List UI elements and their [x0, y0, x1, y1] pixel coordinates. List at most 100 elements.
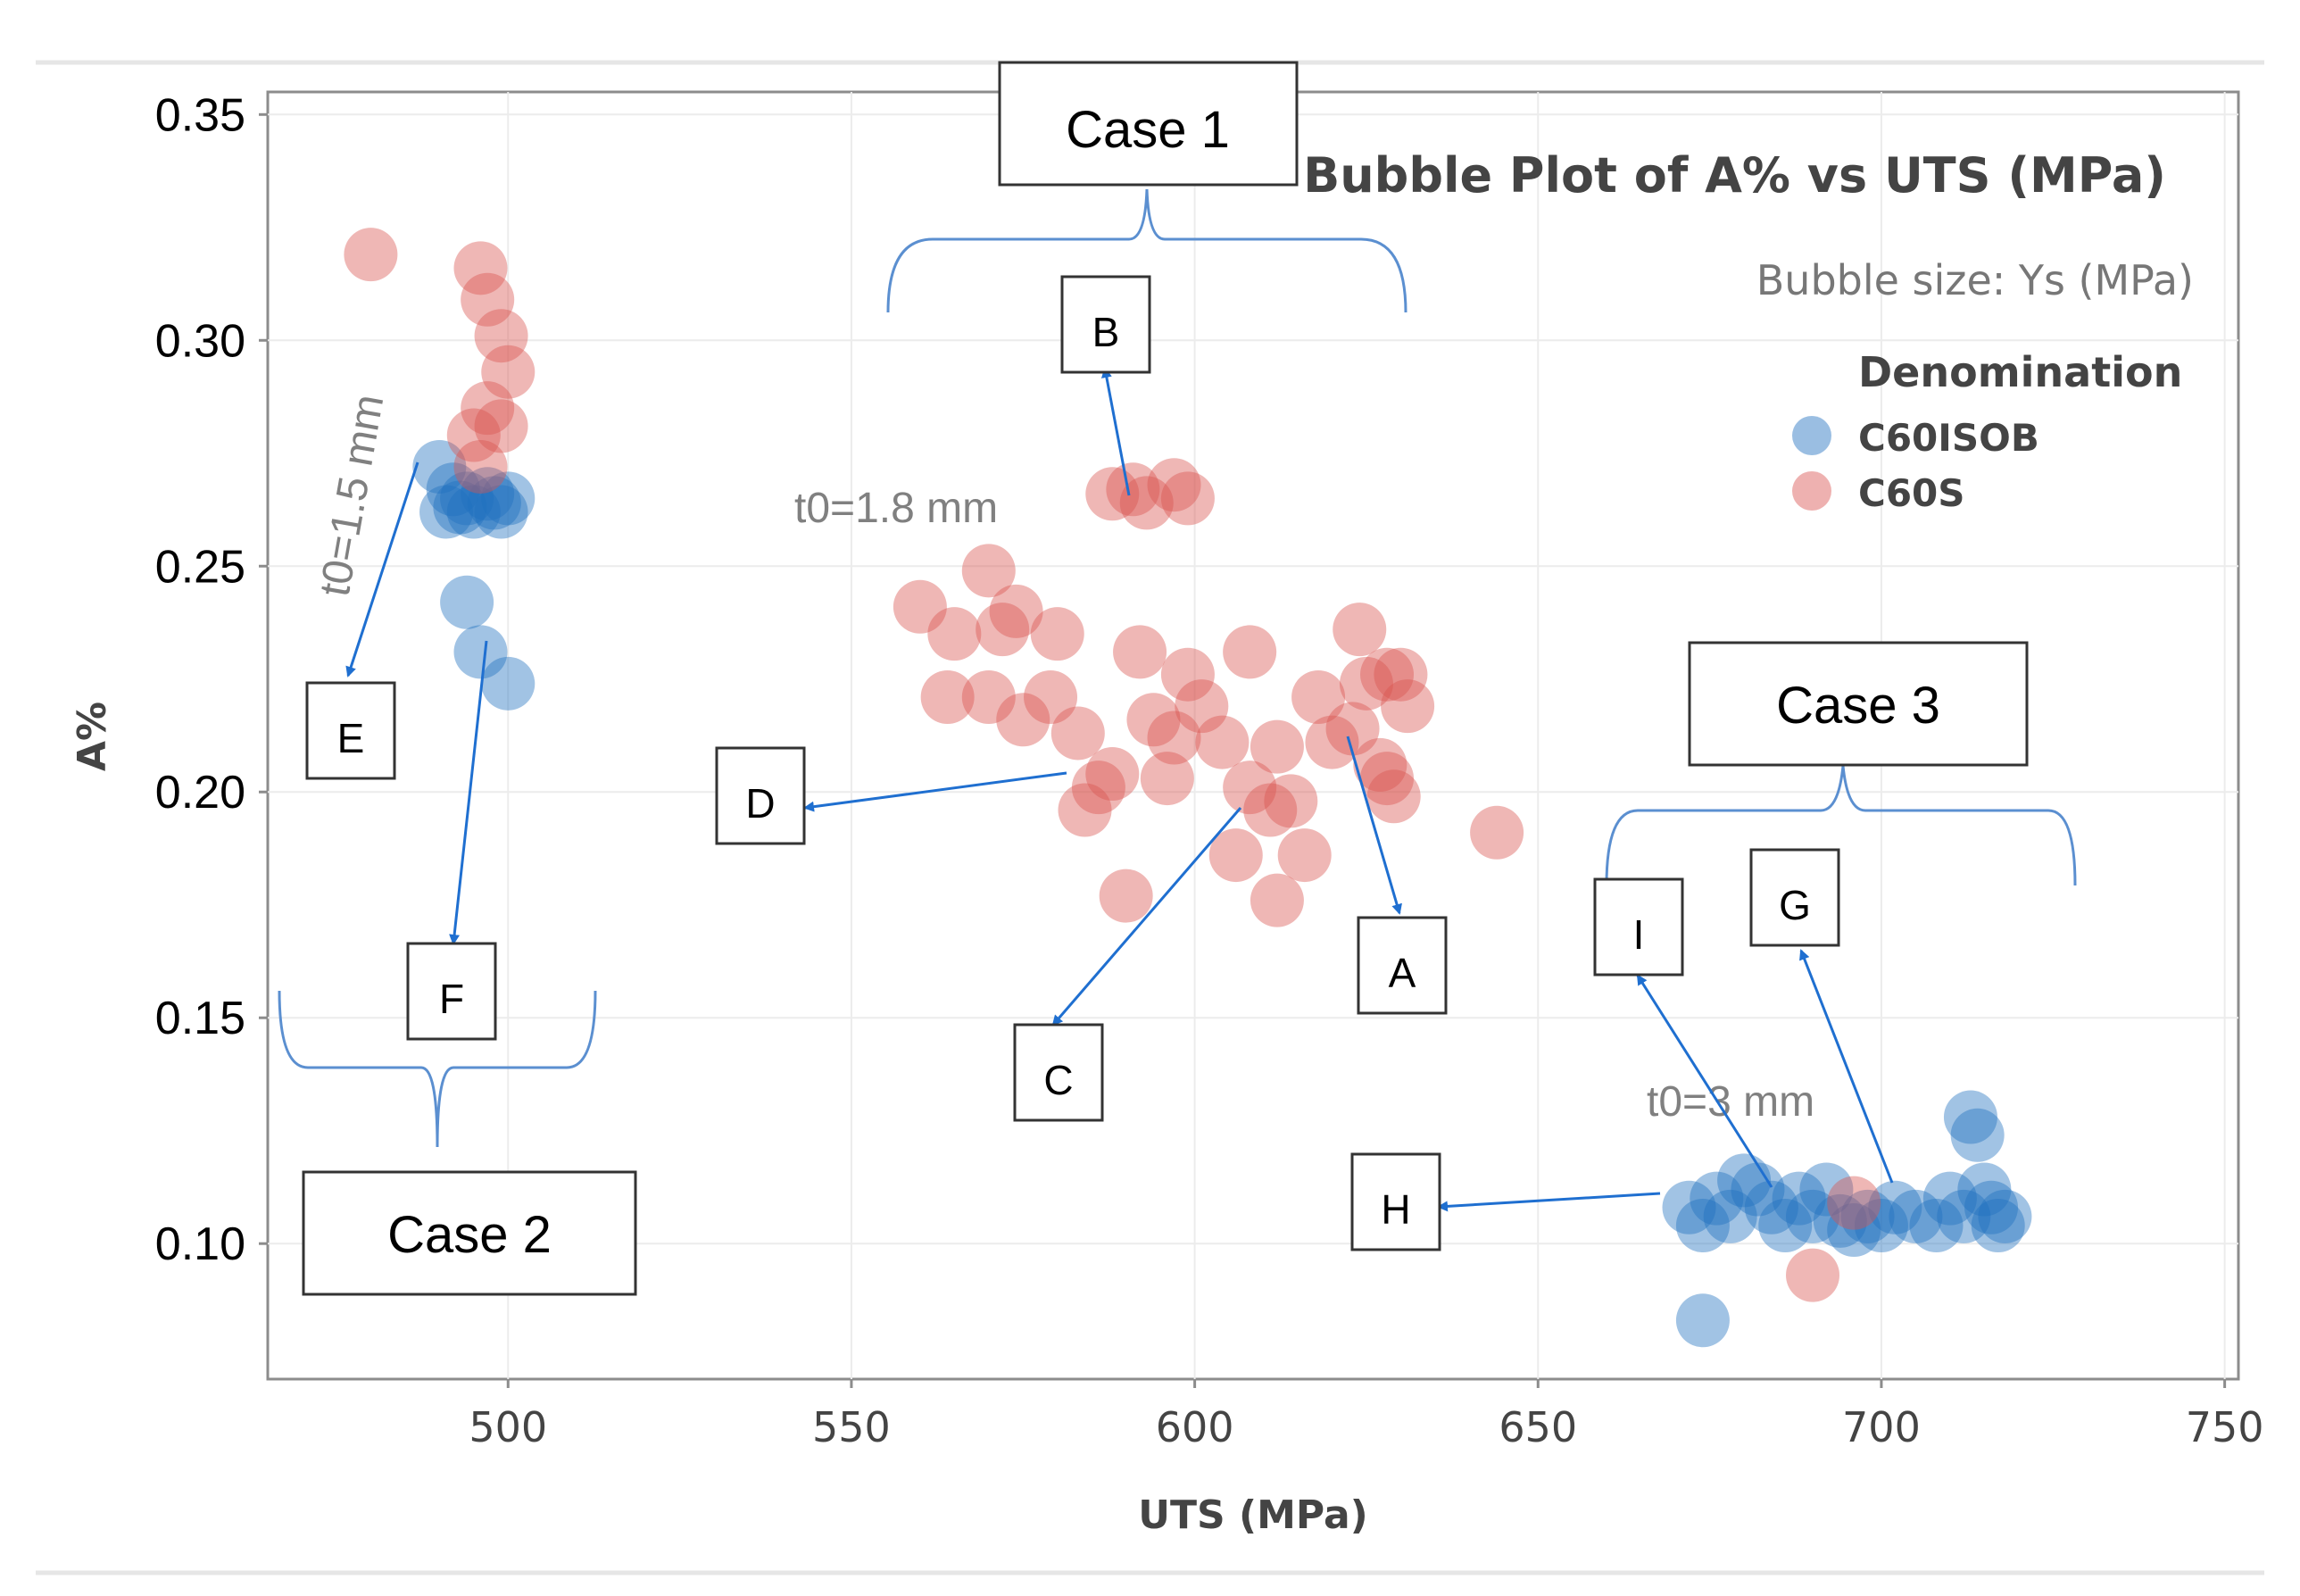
- svg-text:H: H: [1381, 1186, 1410, 1233]
- bubble-c60isob: [1675, 1198, 1730, 1252]
- bubble-c60s: [1024, 669, 1078, 724]
- bubble-c60isob: [412, 439, 467, 494]
- bubble-c60isob: [453, 625, 508, 679]
- bubble-c60isob: [474, 485, 528, 539]
- x-tick-label: 650: [1499, 1403, 1577, 1451]
- arrow-e: [345, 461, 419, 677]
- bubble-c60s: [920, 669, 975, 724]
- case1-box: Case 1: [998, 61, 1299, 187]
- svg-text:G: G: [1779, 882, 1811, 928]
- bubble-c60s: [1050, 706, 1105, 761]
- bubble-c60isob: [1772, 1171, 1826, 1226]
- bubble-c60isob: [467, 476, 521, 530]
- chart-subtitle: Bubble size: Ys (MPa): [1756, 256, 2194, 304]
- bubble-c60s: [453, 241, 508, 295]
- bubble-c60s: [1126, 693, 1181, 747]
- y-tick-label: 0.15: [155, 993, 245, 1044]
- bubble-c60s: [474, 399, 528, 453]
- svg-text:D: D: [745, 780, 775, 827]
- bubble-c60isob: [1840, 1189, 1895, 1243]
- thickness-label-3mm: t0=3 mm: [1647, 1078, 1814, 1126]
- bubble-c60s: [1160, 471, 1215, 526]
- bubble-c60s: [1147, 711, 1201, 765]
- bubble-c60isob: [1786, 1189, 1840, 1243]
- bubble-c60s: [1291, 669, 1346, 724]
- y-tick-label: 0.30: [155, 315, 245, 367]
- annotation-arrows: [345, 367, 1894, 1212]
- bubble-c60s: [1099, 869, 1153, 923]
- bubble-c60isob: [1950, 1108, 2005, 1162]
- arrow-d: [803, 771, 1067, 812]
- bubble-c60s: [474, 309, 528, 363]
- svg-text:Case 3: Case 3: [1776, 677, 1940, 735]
- x-tick-label: 600: [1156, 1403, 1234, 1451]
- bubble-c60s: [1277, 828, 1332, 883]
- bubble-c60s: [1250, 873, 1304, 927]
- svg-text:B: B: [1092, 309, 1120, 355]
- bubble-c60s: [1325, 702, 1380, 756]
- x-tick-label: 750: [2186, 1403, 2264, 1451]
- bubble-c60isob: [1731, 1162, 1785, 1217]
- y-axis-title: A%: [70, 702, 115, 771]
- bubble-c60s: [1195, 715, 1250, 769]
- bubble-c60isob: [1662, 1180, 1716, 1234]
- bubble-c60isob: [1978, 1189, 2032, 1243]
- bubble-c60s: [976, 603, 1030, 657]
- bubble-c60isob: [1690, 1171, 1744, 1226]
- bubble-c60isob: [461, 467, 515, 521]
- bubble-c60isob: [1813, 1193, 1867, 1248]
- label-box-g: G: [1749, 848, 1840, 947]
- bubble-c60s: [461, 272, 515, 327]
- bubble-c60isob: [481, 656, 536, 711]
- case1-brace: [886, 188, 1407, 313]
- bubble-c60s: [1243, 783, 1298, 837]
- bubble-c60isob: [1957, 1162, 2012, 1217]
- bubble-c60s: [1085, 747, 1140, 802]
- bubble-c60s: [453, 439, 508, 494]
- bubble-c60s: [1374, 647, 1428, 702]
- y-axis-ticks: 0.10 0.15 0.20 0.25 0.30 0.35: [155, 89, 268, 1270]
- svg-text:Case 1: Case 1: [1066, 101, 1230, 159]
- arrow-a: [1346, 736, 1402, 915]
- bubble-c60s: [1305, 715, 1359, 769]
- case2-box: Case 2: [302, 1170, 637, 1296]
- svg-text:E: E: [337, 715, 365, 761]
- bubble-c60s: [961, 544, 1016, 598]
- bubble-c60isob: [1675, 1293, 1730, 1348]
- bubble-c60s: [1827, 1176, 1881, 1230]
- chart-title: Bubble Plot of A% vs UTS (MPa): [1303, 147, 2166, 204]
- x-tick-label: 500: [469, 1403, 547, 1451]
- legend-label-c60s: C60S: [1858, 471, 1965, 515]
- arrow-c: [1051, 807, 1242, 1027]
- bubble-c60isob: [1854, 1198, 1908, 1252]
- bubble-c60s: [1264, 774, 1318, 828]
- bubble-c60isob: [1943, 1090, 1997, 1144]
- bubble-c60s: [1160, 647, 1215, 702]
- bubbles-layer: [344, 228, 2032, 1348]
- bubble-c60isob: [481, 471, 536, 526]
- y-tick-label: 0.25: [155, 541, 245, 593]
- bubble-c60isob: [1937, 1189, 1991, 1243]
- bubble-c60isob: [1799, 1162, 1854, 1217]
- label-box-i: I: [1593, 877, 1684, 977]
- label-box-a: A: [1357, 916, 1448, 1015]
- bubble-c60s: [1119, 476, 1174, 530]
- bubble-c60isob: [1922, 1171, 1977, 1226]
- bubble-c60isob: [1744, 1180, 1798, 1234]
- bubble-c60s: [989, 584, 1043, 638]
- x-tick-label: 700: [1842, 1403, 1921, 1451]
- label-box-d: D: [715, 746, 806, 845]
- y-tick-label: 0.10: [155, 1218, 245, 1270]
- bubble-c60s: [461, 381, 515, 436]
- bubble-c60s: [1106, 462, 1160, 517]
- legend: Denomination C60ISOB C60S: [1792, 348, 2182, 515]
- bubble-c60isob: [440, 575, 494, 629]
- bubble-c60s: [1223, 761, 1277, 815]
- bubble-c60isob: [1827, 1203, 1881, 1258]
- svg-text:F: F: [439, 976, 464, 1022]
- svg-text:I: I: [1633, 911, 1645, 958]
- label-box-b: B: [1060, 275, 1151, 374]
- bubble-c60s: [1140, 752, 1194, 806]
- bubble-c60s: [927, 607, 982, 661]
